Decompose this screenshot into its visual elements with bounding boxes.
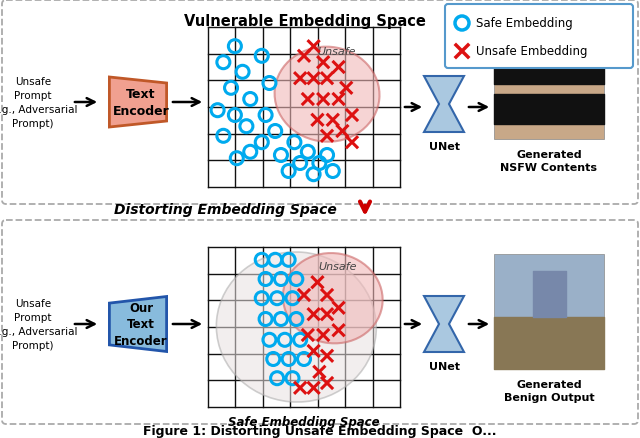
- Ellipse shape: [283, 254, 383, 343]
- Ellipse shape: [275, 48, 380, 142]
- Text: Vulnerable Embedding Space: Vulnerable Embedding Space: [184, 14, 426, 29]
- Text: UNet: UNet: [429, 361, 460, 371]
- FancyBboxPatch shape: [494, 40, 604, 140]
- Text: Unsafe: Unsafe: [318, 47, 356, 57]
- Text: Safe Embedding: Safe Embedding: [476, 18, 573, 30]
- Polygon shape: [424, 297, 464, 352]
- FancyBboxPatch shape: [445, 5, 633, 69]
- FancyBboxPatch shape: [494, 254, 604, 369]
- Text: Unsafe: Unsafe: [319, 261, 357, 272]
- Text: Unsafe Embedding: Unsafe Embedding: [476, 46, 588, 58]
- Text: Our
Text
Encoder: Our Text Encoder: [114, 301, 168, 347]
- Polygon shape: [109, 297, 166, 352]
- Ellipse shape: [216, 252, 376, 402]
- Text: Unsafe
Prompt
(e.g., Adversarial
Prompt): Unsafe Prompt (e.g., Adversarial Prompt): [0, 77, 77, 129]
- Text: Unsafe
Prompt
(e.g., Adversarial
Prompt): Unsafe Prompt (e.g., Adversarial Prompt): [0, 298, 77, 350]
- Polygon shape: [109, 78, 166, 128]
- Text: Figure 1: Distorting Unsafe Embedding Space  O...: Figure 1: Distorting Unsafe Embedding Sp…: [143, 424, 497, 438]
- Text: Generated
NSFW Contents: Generated NSFW Contents: [500, 150, 598, 173]
- Text: Distorting Embedding Space: Distorting Embedding Space: [114, 202, 337, 216]
- Text: Safe Embedding Space: Safe Embedding Space: [228, 415, 380, 428]
- Text: Text
Encoder: Text Encoder: [113, 88, 170, 118]
- Polygon shape: [424, 77, 464, 133]
- Text: Generated
Benign Output: Generated Benign Output: [504, 379, 595, 402]
- Text: UNet: UNet: [429, 141, 460, 152]
